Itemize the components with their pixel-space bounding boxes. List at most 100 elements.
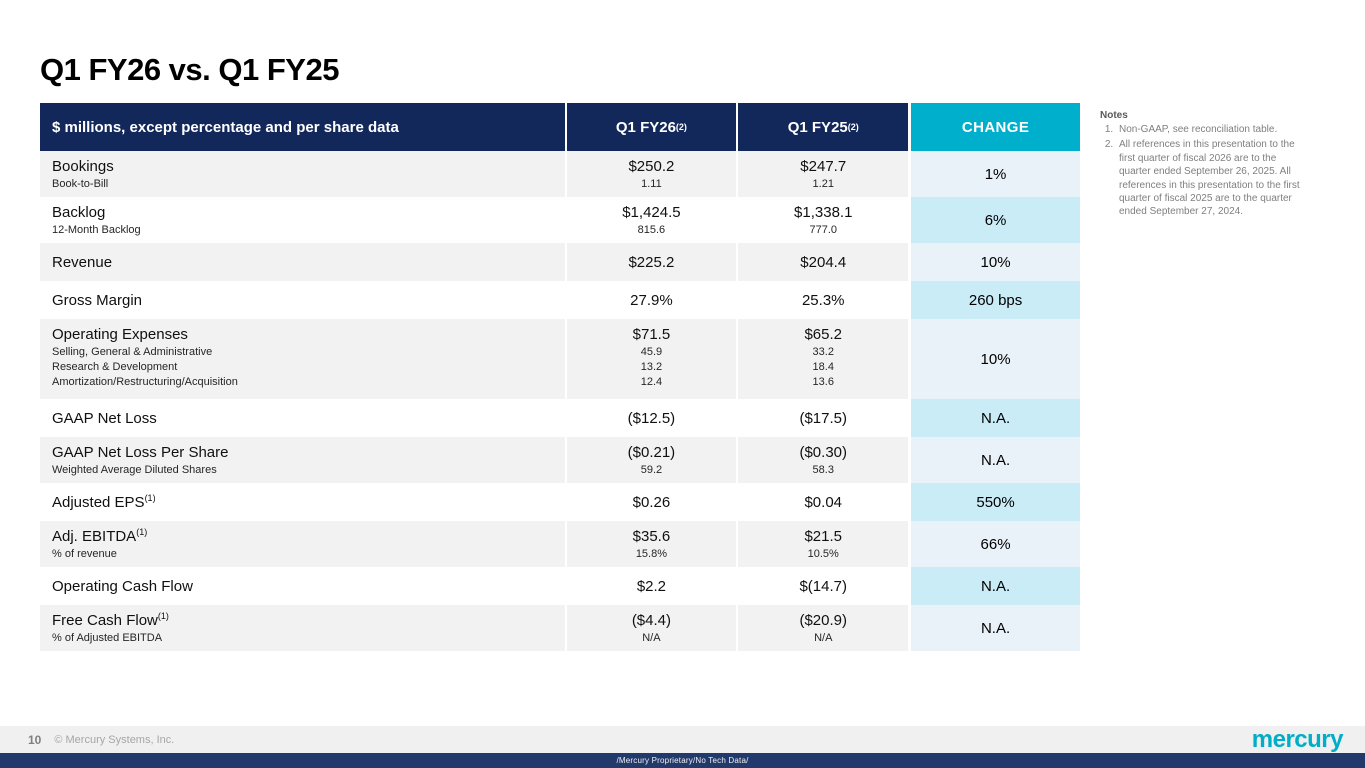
row-label-cell: Adj. EBITDA(1) % of revenue	[40, 521, 565, 567]
row-label-cell: Adjusted EPS(1)	[40, 483, 565, 521]
row-label-cell: Gross Margin	[40, 281, 565, 319]
row-value-fy26: ($12.5)	[564, 399, 737, 437]
table-row: GAAP Net Loss ($12.5) ($17.5) N.A.	[40, 399, 1080, 437]
row-value-fy25: $0.04	[736, 483, 909, 521]
row-sublabel: Amortization/Restructuring/Acquisition	[52, 376, 238, 388]
row-label: Free Cash Flow(1)	[52, 611, 169, 630]
table-header-change: CHANGE	[911, 103, 1080, 151]
value: ($4.4)	[631, 612, 671, 629]
row-value-fy26: 27.9%	[564, 281, 737, 319]
table-row: Free Cash Flow(1) % of Adjusted EBITDA ($4…	[40, 605, 1080, 651]
row-value-fy25: $204.4	[736, 243, 909, 281]
row-value-fy25: ($0.30) 58.3	[736, 437, 909, 483]
table-row: Revenue $225.2 $204.4 10%	[40, 243, 1080, 281]
row-change: N.A.	[911, 437, 1080, 483]
row-change: 260 bps	[911, 281, 1080, 319]
table-row: Gross Margin 27.9% 25.3% 260 bps	[40, 281, 1080, 319]
table-header-fy25: Q1 FY25 (2)	[736, 103, 909, 151]
table-header-label: $ millions, except percentage and per sh…	[40, 103, 565, 151]
value: $225.2	[628, 253, 675, 271]
notes-heading: Notes	[1100, 110, 1128, 121]
notes-list: Non-GAAP, see reconciliation table. All r…	[1100, 123, 1300, 219]
row-label-cell: Operating Expenses Selling, General & Adm…	[40, 319, 565, 399]
row-value-fy26: $225.2	[564, 243, 737, 281]
table-header-fy26: Q1 FY26 (2)	[564, 103, 737, 151]
row-label-cell: Bookings Book-to-Bill	[40, 151, 565, 197]
page-title: Q1 FY26 vs. Q1 FY25	[40, 52, 339, 87]
table-header-row: $ millions, except percentage and per sh…	[40, 103, 1080, 151]
row-label-cell: Revenue	[40, 243, 565, 281]
row-label-cell: GAAP Net Loss Per Share Weighted Average …	[40, 437, 565, 483]
row-value-fy26: ($0.21) 59.2	[564, 437, 737, 483]
value: $247.7	[800, 158, 847, 175]
value: $35.6	[632, 528, 671, 545]
row-value-fy25: $247.7 1.21	[736, 151, 909, 197]
table-row: GAAP Net Loss Per Share Weighted Average …	[40, 437, 1080, 483]
sub-value: 18.4	[812, 361, 834, 373]
table-row: Bookings Book-to-Bill $250.2 1.11 $247.7 1.21…	[40, 151, 1080, 197]
row-value-fy25: ($17.5)	[736, 399, 909, 437]
row-value-fy25: $1,338.1 777.0	[736, 197, 909, 243]
note-item: All references in this presentation to t…	[1116, 138, 1300, 218]
financial-table: $ millions, except percentage and per sh…	[40, 103, 1080, 651]
value: ($20.9)	[799, 612, 847, 629]
table-body: Bookings Book-to-Bill $250.2 1.11 $247.7 1.21…	[40, 151, 1080, 651]
table-header-fy26-text: Q1 FY26	[615, 118, 676, 136]
page-number: 10	[28, 732, 42, 747]
row-label-cell: Backlog 12-Month Backlog	[40, 197, 565, 243]
row-value-fy26: $0.26	[564, 483, 737, 521]
value: ($0.21)	[627, 444, 676, 461]
note-item: Non-GAAP, see reconciliation table.	[1116, 123, 1300, 136]
row-change: N.A.	[911, 567, 1080, 605]
row-label: Revenue	[52, 253, 113, 271]
row-change: N.A.	[911, 605, 1080, 651]
row-label: Operating Expenses	[52, 326, 188, 343]
table-row: Operating Expenses Selling, General & Adm…	[40, 319, 1080, 399]
value: $(14.7)	[799, 577, 847, 595]
sub-value: 1.11	[641, 178, 662, 190]
row-label: GAAP Net Loss Per Share	[52, 444, 229, 461]
row-label: Operating Cash Flow	[52, 577, 193, 595]
sub-value: 777.0	[809, 224, 837, 236]
row-sublabel: Selling, General & Administrative	[52, 346, 213, 358]
value: $1,424.5	[622, 204, 681, 221]
row-label-cell: GAAP Net Loss	[40, 399, 565, 437]
table-header-fy25-text: Q1 FY25	[787, 118, 848, 136]
row-value-fy26: $1,424.5 815.6	[564, 197, 737, 243]
footer-bar: 10 © Mercury Systems, Inc. mercury	[0, 726, 1365, 753]
row-sublabel: % of Adjusted EBITDA	[52, 632, 163, 644]
row-sublabel: Book-to-Bill	[52, 178, 109, 190]
value: ($12.5)	[627, 409, 676, 427]
table-row: Adjusted EPS(1) $0.26 $0.04 550%	[40, 483, 1080, 521]
row-value-fy26: $35.6 15.8%	[564, 521, 737, 567]
row-value-fy26: $71.5 45.9 13.2 12.4	[564, 319, 737, 399]
proprietary-bar: /Mercury Proprietary/No Tech Data/	[0, 753, 1365, 768]
sub-value: 45.9	[640, 346, 663, 358]
row-label: Adjusted EPS(1)	[52, 492, 156, 511]
sub-value: 58.3	[812, 464, 834, 476]
row-label: Bookings	[52, 158, 114, 175]
row-value-fy25: ($20.9) N/A	[736, 605, 909, 651]
value: $1,338.1	[794, 204, 853, 221]
value: $0.04	[804, 493, 843, 511]
table-row: Adj. EBITDA(1) % of revenue $35.6 15.8% $21.…	[40, 521, 1080, 567]
row-change: 66%	[911, 521, 1080, 567]
row-value-fy25: $21.5 10.5%	[736, 521, 909, 567]
sub-value: N/A	[642, 632, 661, 644]
row-sublabel: 12-Month Backlog	[52, 224, 141, 236]
sub-value: 12.4	[640, 376, 663, 388]
value: 27.9%	[630, 291, 673, 309]
sub-value: 33.2	[812, 346, 834, 358]
row-change: 1%	[911, 151, 1080, 197]
row-value-fy25: $(14.7)	[736, 567, 909, 605]
value: $2.2	[636, 577, 667, 595]
value: ($17.5)	[799, 409, 847, 427]
sub-value: 10.5%	[807, 548, 839, 560]
row-value-fy25: $65.2 33.2 18.4 13.6	[736, 319, 909, 399]
value: 25.3%	[801, 291, 845, 309]
value: $21.5	[804, 528, 843, 545]
row-sublabel: Research & Development	[52, 361, 178, 373]
row-sublabel: % of revenue	[52, 548, 117, 560]
row-label: GAAP Net Loss	[52, 409, 157, 427]
row-label: Adj. EBITDA(1)	[52, 527, 148, 546]
